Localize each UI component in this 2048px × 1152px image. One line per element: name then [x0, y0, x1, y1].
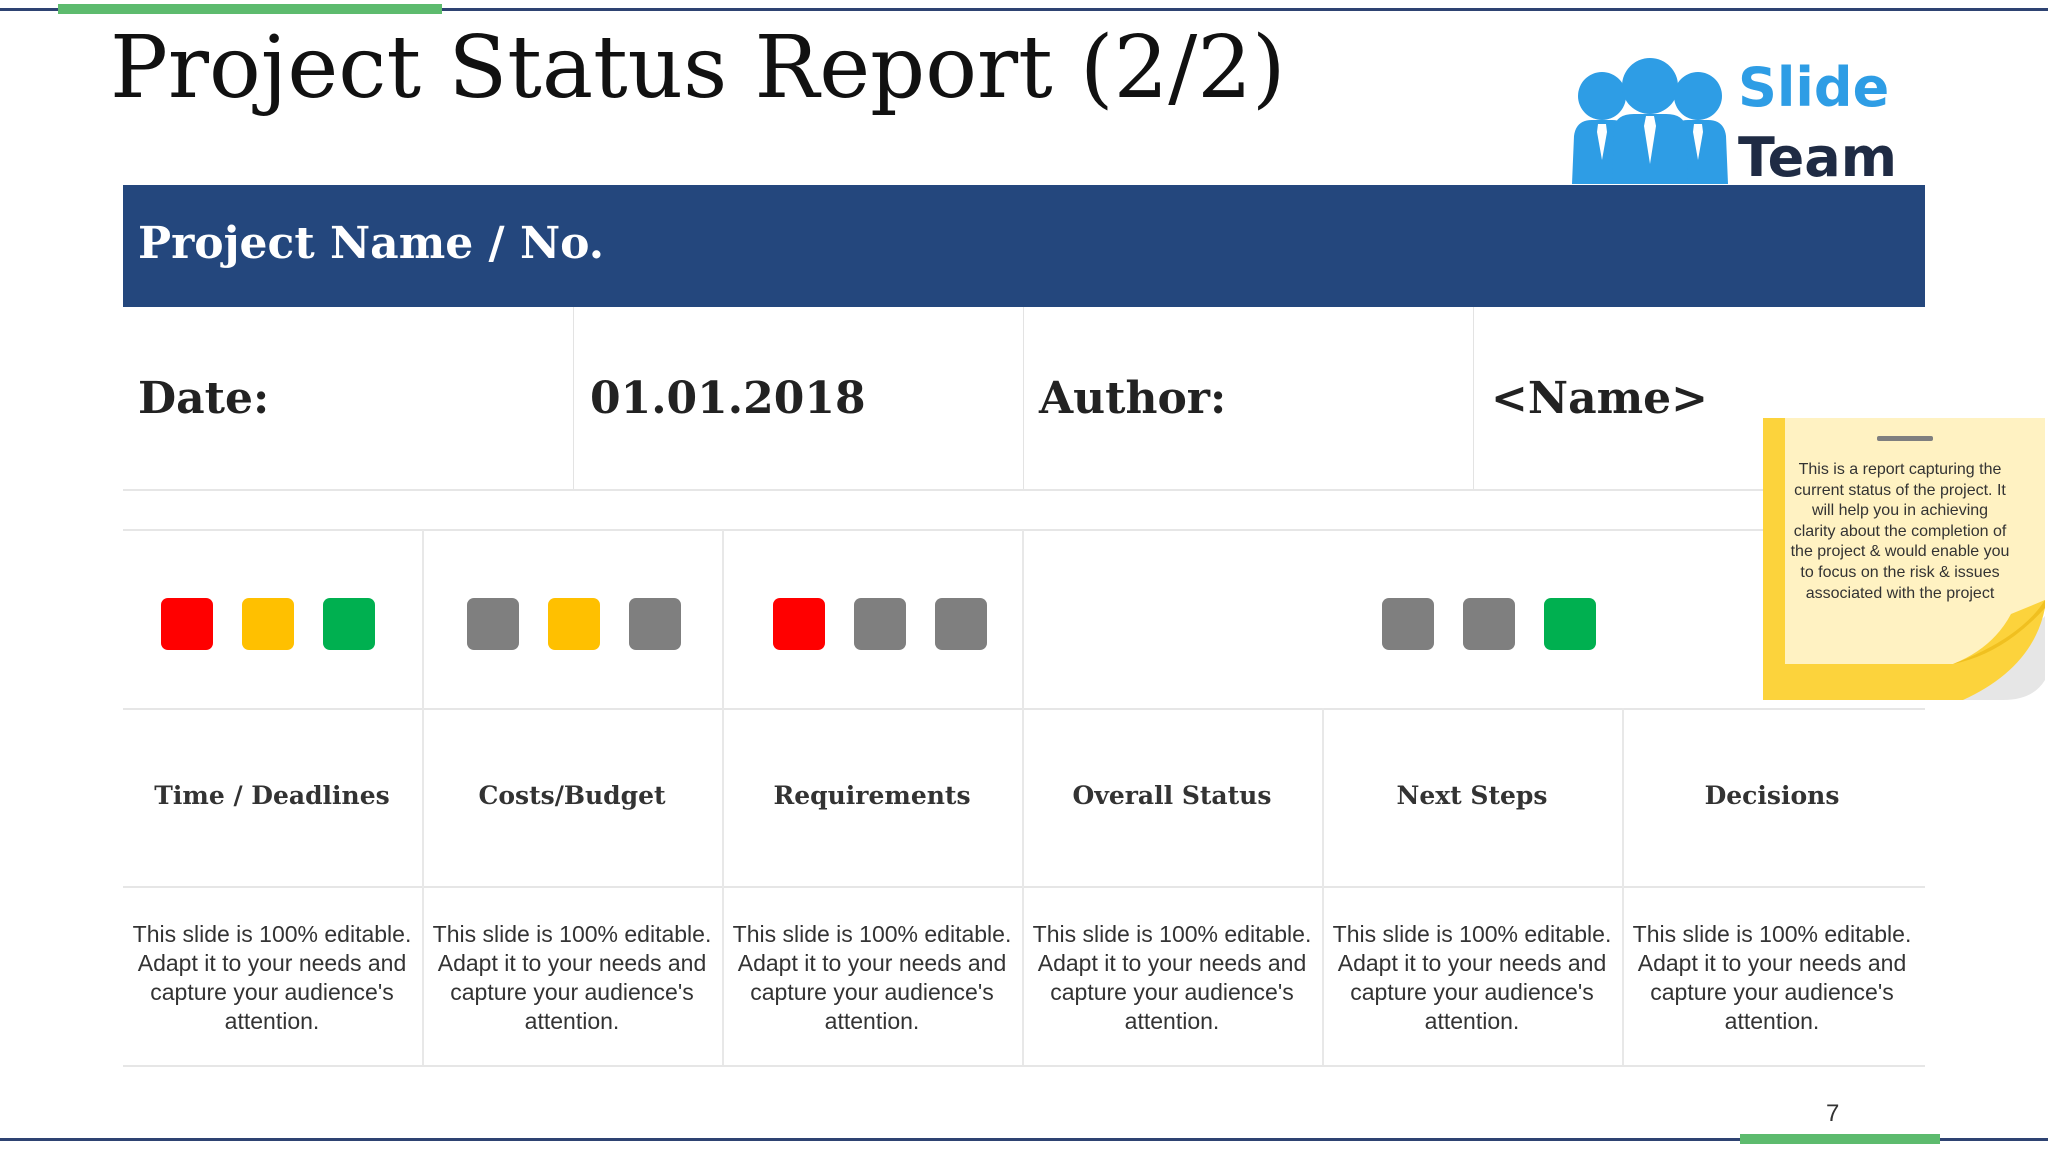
date-label-cell — [123, 307, 574, 490]
top-border — [0, 8, 2048, 11]
top-accent-bar — [58, 4, 442, 14]
column-description: This slide is 100% editable. Adapt it to… — [1332, 921, 1612, 1034]
bottom-accent-bar — [1740, 1134, 1940, 1144]
column-divider — [1022, 530, 1024, 1065]
column-header-requirements: Requirements — [773, 781, 971, 810]
date-value: 01.01.2018 — [590, 373, 866, 424]
info-row: Date: 01.01.2018 Author: <Name> — [123, 307, 1925, 490]
author-value: <Name> — [1491, 373, 1709, 424]
status-light-grey — [935, 598, 987, 650]
date-value-cell — [573, 307, 1024, 490]
column-header-overall-status: Overall Status — [1072, 781, 1272, 810]
column-header-costs-budget: Costs/Budget — [478, 781, 666, 810]
divider — [123, 1065, 1925, 1067]
divider — [123, 708, 1925, 710]
column-header-next-steps: Next Steps — [1396, 781, 1548, 810]
column-divider — [1622, 708, 1624, 1065]
logo-text-team: Team — [1738, 126, 1897, 189]
sticky-note-icon — [1763, 418, 2045, 700]
status-light-grey — [467, 598, 519, 650]
author-label-cell — [1023, 307, 1474, 490]
status-light-red — [773, 598, 825, 650]
column-description: This slide is 100% editable. Adapt it to… — [132, 921, 412, 1034]
column-description: This slide is 100% editable. Adapt it to… — [432, 921, 712, 1034]
status-light-green — [1544, 598, 1596, 650]
column-description: This slide is 100% editable. Adapt it to… — [1032, 921, 1312, 1034]
column-header-time-deadlines: Time / Deadlines — [154, 781, 390, 810]
status-light-amber — [242, 598, 294, 650]
logo-text-slide: Slide — [1738, 56, 1890, 119]
sticky-note-text: This is a report capturing the current s… — [1790, 461, 2010, 602]
slide-title: Project Status Report (2/2) — [110, 18, 1286, 118]
bottom-border — [0, 1138, 2048, 1141]
status-light-grey — [854, 598, 906, 650]
divider — [123, 529, 1925, 531]
status-light-grey — [1463, 598, 1515, 650]
status-light-grey — [629, 598, 681, 650]
column-divider — [422, 530, 424, 1065]
status-light-red — [161, 598, 213, 650]
status-light-amber — [548, 598, 600, 650]
date-label: Date: — [138, 373, 270, 424]
author-label: Author: — [1039, 373, 1227, 424]
column-header-decisions: Decisions — [1704, 781, 1840, 810]
column-divider — [1322, 708, 1324, 1065]
page-number: 7 — [1826, 1100, 1840, 1127]
status-light-green — [323, 598, 375, 650]
column-description: This slide is 100% editable. Adapt it to… — [732, 921, 1012, 1034]
column-description: This slide is 100% editable. Adapt it to… — [1632, 921, 1912, 1034]
slideteam-logo-icon — [1572, 58, 1728, 184]
divider — [123, 489, 1925, 491]
project-name-label: Project Name / No. — [138, 218, 605, 269]
divider — [123, 886, 1925, 888]
column-divider — [722, 530, 724, 1065]
project-name-banner — [123, 185, 1925, 307]
status-light-grey — [1382, 598, 1434, 650]
